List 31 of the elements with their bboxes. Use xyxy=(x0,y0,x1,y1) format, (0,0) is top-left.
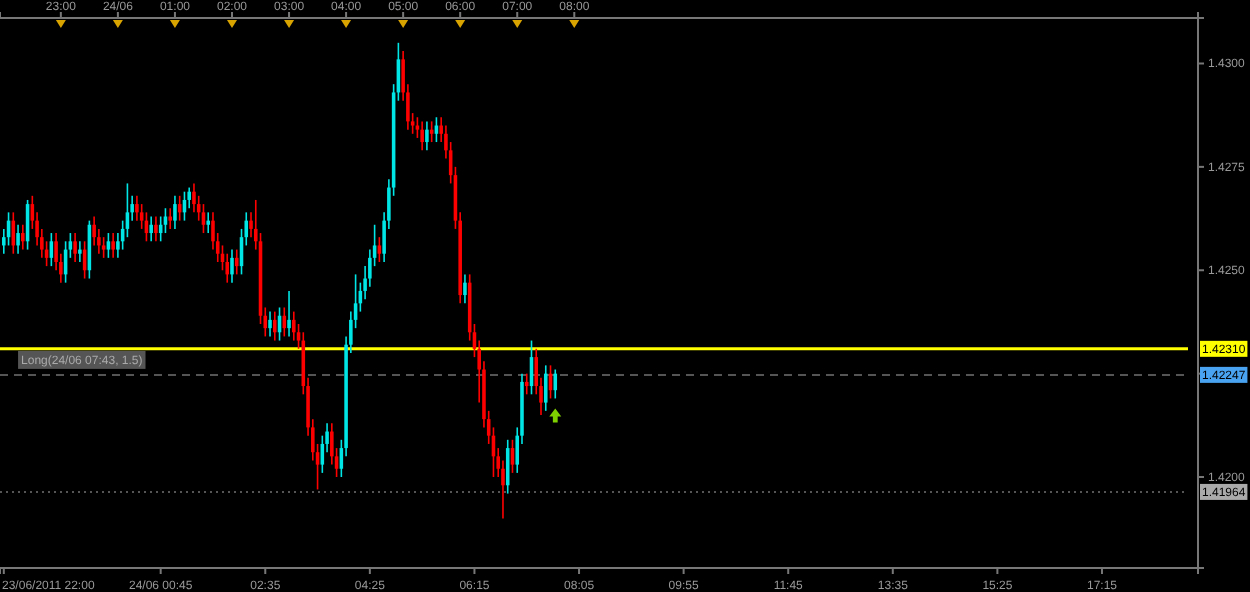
candlestick xyxy=(206,211,211,234)
candlestick xyxy=(168,207,172,230)
candlestick xyxy=(543,364,548,412)
candlestick xyxy=(230,248,234,284)
candlestick xyxy=(425,120,429,152)
candlestick xyxy=(111,232,115,259)
candlestick xyxy=(505,439,510,495)
candlestick xyxy=(273,310,277,342)
candlestick xyxy=(101,236,106,259)
candlestick xyxy=(106,232,111,259)
candlestick xyxy=(78,240,82,263)
candlestick xyxy=(524,372,529,396)
candlestick xyxy=(73,232,77,263)
candlestick xyxy=(149,215,153,243)
candlestick xyxy=(234,248,239,276)
candlestick xyxy=(173,195,177,230)
candlestick xyxy=(268,310,272,338)
candlestick xyxy=(225,252,230,284)
candlestick xyxy=(553,368,558,400)
candlestick xyxy=(420,120,424,152)
candlestick xyxy=(377,236,382,263)
candlestick xyxy=(21,223,25,251)
candlestick xyxy=(192,182,196,214)
candlestick xyxy=(16,223,20,255)
candlestick xyxy=(154,215,158,243)
candlestick xyxy=(92,215,96,247)
candlestick xyxy=(463,273,467,305)
candlestick xyxy=(287,290,291,338)
candlestick xyxy=(135,195,139,222)
candlestick xyxy=(292,310,296,342)
candlestick xyxy=(163,207,168,234)
